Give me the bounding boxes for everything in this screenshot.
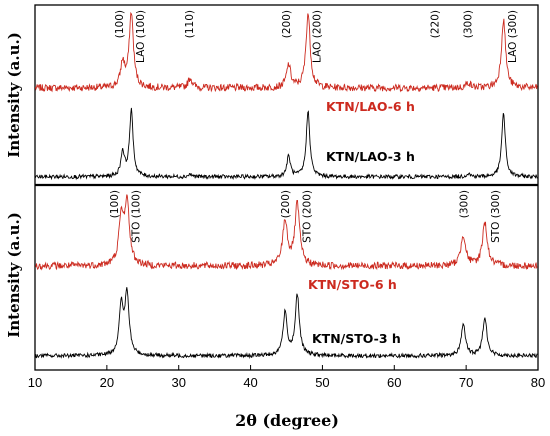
peak-annotation: (100): [109, 190, 121, 218]
peak-annotation: (200): [281, 10, 293, 38]
series-label-ktn-sto-3h: KTN/STO-3 h: [312, 331, 401, 346]
series-label-ktn-lao-6h: KTN/LAO-6 h: [326, 99, 415, 114]
x-tick-label: 20: [100, 375, 114, 390]
series-label-ktn-sto-6h: KTN/STO-6 h: [308, 277, 397, 292]
x-axis-label: 2θ (degree): [235, 411, 339, 430]
peak-annotation: LAO (100): [135, 10, 147, 63]
xrd-trace: [34, 11, 538, 93]
peak-annotation: (200): [280, 190, 292, 218]
series-label-ktn-lao-3h: KTN/LAO-3 h: [326, 149, 415, 164]
peak-annotation: LAO (200): [312, 10, 324, 63]
x-tick-label: 80: [531, 375, 545, 390]
peak-annotations: (100) LAO (100) (110) (200) LAO (200) (220) (3…: [109, 10, 519, 243]
peak-annotation: (100): [114, 10, 126, 38]
xrd-trace: [34, 287, 538, 360]
peak-annotation: LAO (300): [507, 10, 519, 63]
x-tick-label: 10: [28, 375, 42, 390]
xrd-trace: [34, 107, 538, 181]
y-axis-label-bottom: Intensity (a.u.): [5, 212, 23, 338]
plot-frame: [34, 4, 539, 371]
x-tick-label: 60: [387, 375, 401, 390]
x-tick-label: 40: [243, 375, 257, 390]
peak-annotation: STO (100): [131, 190, 143, 243]
peak-annotation: (300): [458, 190, 470, 218]
peak-annotation: STO (200): [302, 190, 314, 243]
x-axis-ticks: 10 20 30 40 50 60 70 80: [28, 365, 545, 390]
x-tick-label: 50: [315, 375, 329, 390]
peak-annotation: (300): [463, 10, 475, 38]
spectra-traces: [34, 11, 538, 360]
x-tick-label: 70: [459, 375, 473, 390]
xrd-trace: [35, 194, 538, 271]
y-axis-label-top: Intensity (a.u.): [5, 32, 23, 158]
x-tick-label: 30: [171, 375, 185, 390]
peak-annotation: (220): [430, 10, 442, 38]
peak-annotation: STO (300): [490, 190, 502, 243]
peak-annotation: (110): [184, 10, 196, 38]
